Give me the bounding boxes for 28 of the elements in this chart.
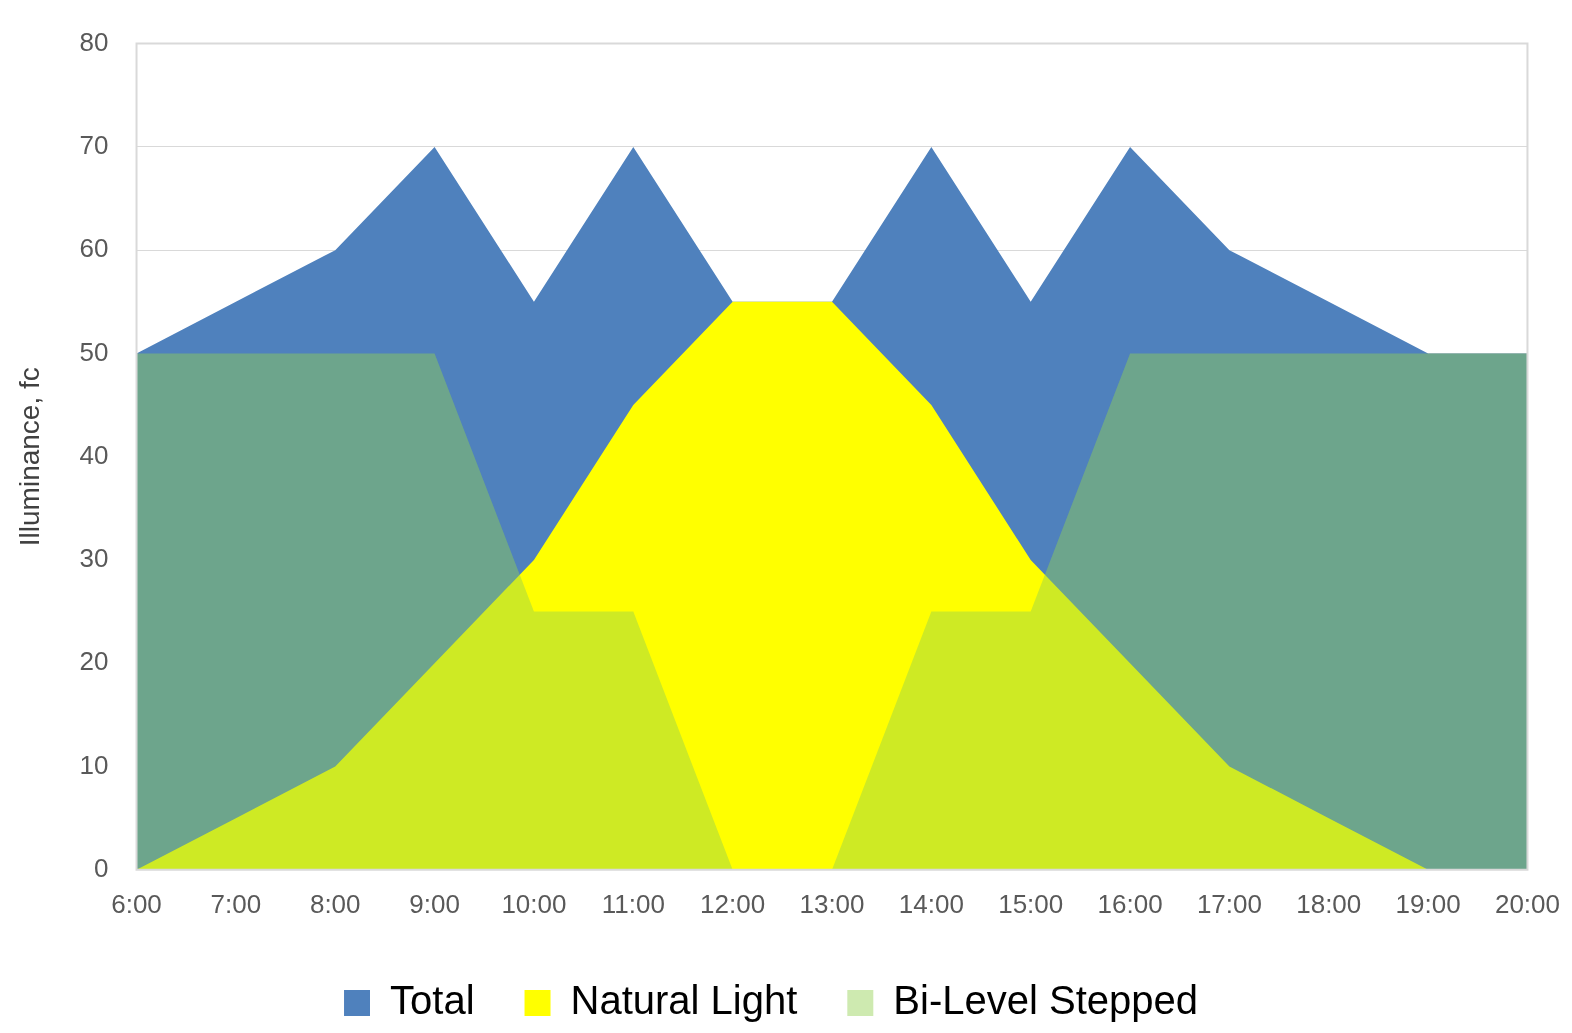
y-tick-label: 80 [79, 26, 109, 57]
x-tick-label: 16:00 [1097, 888, 1163, 919]
y-tick-label: 30 [79, 543, 109, 574]
y-axis-title: Illuminance, fc [13, 367, 45, 547]
x-tick-label: 13:00 [799, 888, 865, 919]
legend-label: Total [390, 978, 475, 1023]
y-tick-label: 60 [79, 233, 109, 264]
x-tick-label: 10:00 [501, 888, 567, 919]
x-tick-label: 20:00 [1494, 888, 1561, 919]
y-tick-label: 10 [79, 749, 109, 780]
x-tick-label: 6:00 [111, 888, 162, 919]
y-tick-label: 40 [79, 439, 109, 470]
x-tick-label: 14:00 [898, 888, 964, 919]
x-tick-label: 12:00 [700, 888, 766, 919]
x-tick-label: 19:00 [1395, 888, 1461, 919]
x-tick-label: 15:00 [998, 888, 1064, 919]
y-tick-label: 0 [94, 852, 109, 883]
x-tick-label: 8:00 [309, 888, 361, 919]
x-tick-label: 9:00 [409, 888, 460, 919]
legend-label: Natural Light [570, 978, 798, 1023]
x-tick-label: 11:00 [601, 888, 665, 919]
y-tick-label: 50 [79, 336, 109, 367]
x-tick-label: 17:00 [1196, 888, 1262, 919]
y-tick-label: 20 [79, 646, 109, 677]
x-tick-label: 7:00 [210, 888, 262, 919]
x-tick-label: 18:00 [1296, 888, 1362, 919]
legend-label: Bi-Level Stepped [893, 978, 1198, 1023]
y-tick-label: 70 [79, 130, 109, 161]
